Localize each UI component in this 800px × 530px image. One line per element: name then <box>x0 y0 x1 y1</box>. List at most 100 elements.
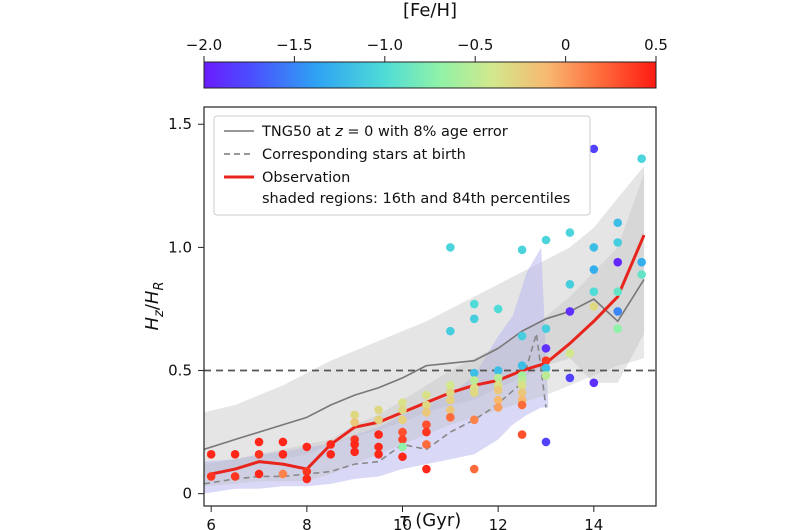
scatter-points <box>206 144 646 484</box>
scatter-point <box>446 243 455 252</box>
scatter-point <box>589 378 599 388</box>
scatter-point <box>422 464 431 474</box>
scatter-point <box>446 413 455 422</box>
scatter-point <box>517 245 527 255</box>
colorbar-gradient <box>203 61 657 89</box>
scatter-point <box>350 447 359 457</box>
scatter-point <box>398 442 407 452</box>
y-axis-ticks: 0 0.5 1.0 1.5 <box>168 115 204 503</box>
scatter-point <box>517 331 527 341</box>
scatter-point <box>541 344 551 353</box>
y-tick-label: 1.5 <box>168 115 192 133</box>
band-0 <box>204 166 645 477</box>
scatter-point <box>589 144 599 154</box>
scatter-point <box>374 415 383 425</box>
scatter-point <box>613 218 623 228</box>
colorbar-label: [Fe/H] <box>403 0 457 21</box>
colorbar-tick-label: −0.5 <box>457 36 493 54</box>
scatter-point <box>446 395 455 405</box>
colorbar: [Fe/H] −2.0 −1.5 −1.0 −0.5 0 0.5 <box>186 0 668 89</box>
scatter-point <box>446 326 455 336</box>
scatter-point <box>637 257 646 267</box>
scatter-point <box>422 400 431 410</box>
scatter-point <box>637 154 646 164</box>
scatter-point <box>565 373 575 383</box>
scatter-point <box>398 405 407 415</box>
scatter-point <box>493 373 503 383</box>
scatter-point <box>326 440 336 449</box>
scatter-point <box>517 361 527 370</box>
scatter-point <box>469 376 479 385</box>
legend-box <box>213 115 591 216</box>
series-line-1 <box>204 332 547 485</box>
scatter-point <box>613 238 623 247</box>
legend-text-shaded-note: shaded regions: 16th and 84th percentile… <box>262 191 570 207</box>
colorbar-tick-label: −2.0 <box>186 36 222 54</box>
scatter-point <box>637 270 646 279</box>
colorbar-tick-label: 0.5 <box>644 36 668 54</box>
scatter-point <box>374 449 383 459</box>
scatter-point <box>565 348 575 358</box>
scatter-point <box>613 287 623 297</box>
scatter-point <box>302 467 312 476</box>
scatter-point <box>446 388 455 398</box>
scatter-point <box>541 324 551 333</box>
colorbar-tick-label: −1.5 <box>276 36 312 54</box>
x-tick-label: 8 <box>302 516 312 530</box>
scatter-point <box>565 307 575 316</box>
scatter-point <box>278 437 288 447</box>
scatter-point <box>589 287 599 297</box>
scatter-point <box>469 314 479 324</box>
plot-area: 6 8 10 12 14 0 0.5 1.0 1.5 <box>168 106 657 530</box>
scatter-point <box>206 449 216 459</box>
scatter-point <box>493 366 503 375</box>
scatter-point <box>302 442 312 452</box>
colorbar-tick-label: −1.0 <box>367 36 403 54</box>
scatter-point <box>350 440 359 449</box>
scatter-point <box>613 307 623 316</box>
scatter-point <box>469 415 479 425</box>
scatter-point <box>517 388 527 398</box>
scatter-point <box>541 363 551 373</box>
scatter-point <box>374 405 383 415</box>
scatter-point <box>541 356 551 365</box>
plot-frame <box>203 106 657 507</box>
scatter-point <box>589 243 599 252</box>
scatter-point <box>422 420 431 430</box>
scatter-point <box>278 469 288 479</box>
scatter-point <box>302 474 312 484</box>
scatter-point <box>398 435 407 444</box>
x-axis-ticks: 6 8 10 12 14 <box>206 506 603 530</box>
y-tick-label: 0 <box>182 485 192 503</box>
x-tick-label: 6 <box>206 516 216 530</box>
scatter-point <box>254 449 264 459</box>
scatter-point <box>350 417 359 427</box>
scatter-point <box>350 410 359 420</box>
scatter-point <box>206 472 216 481</box>
scatter-point <box>493 403 503 412</box>
scatter-point <box>398 452 407 462</box>
scatter-point <box>613 257 623 267</box>
scatter-point <box>541 235 551 245</box>
scatter-point <box>469 299 479 309</box>
scatter-point <box>398 398 407 407</box>
band-1 <box>204 247 549 494</box>
scatter-point <box>493 304 503 314</box>
scatter-point <box>230 449 240 459</box>
scatter-point <box>374 442 383 452</box>
scatter-point <box>326 449 336 459</box>
scatter-point <box>613 324 623 333</box>
scatter-point <box>565 228 575 237</box>
scatter-point <box>493 395 503 405</box>
scatter-point <box>469 368 479 378</box>
scatter-point <box>398 415 407 425</box>
scatter-point <box>493 385 503 395</box>
x-tick-label: 14 <box>584 516 603 530</box>
legend-text-tng50: TNG50 at z = 0 with 8% age error <box>261 124 508 140</box>
scatter-point <box>254 437 264 447</box>
legend-text-birth: Corresponding stars at birth <box>262 147 466 163</box>
scatter-point <box>446 381 455 390</box>
scatter-point <box>230 472 240 481</box>
scatter-point <box>517 430 527 439</box>
